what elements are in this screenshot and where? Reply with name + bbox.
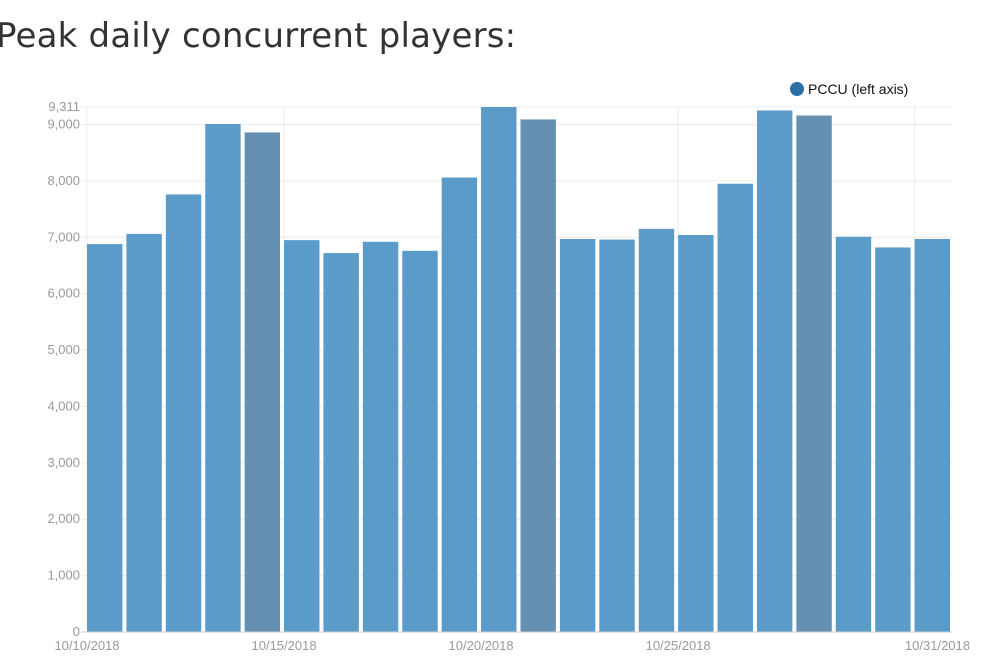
bar[interactable] xyxy=(441,177,478,632)
bar[interactable] xyxy=(835,236,872,632)
bar[interactable] xyxy=(678,235,714,632)
bar[interactable] xyxy=(559,238,596,632)
bar[interactable] xyxy=(875,247,911,632)
bar[interactable] xyxy=(638,228,675,632)
bar[interactable] xyxy=(481,107,517,632)
bar[interactable] xyxy=(362,241,399,632)
x-tick-label: 10/10/2018 xyxy=(54,638,119,653)
y-tick-label: 0 xyxy=(73,624,80,639)
x-tick-label: 10/20/2018 xyxy=(449,638,514,653)
y-tick-label: 8,000 xyxy=(47,173,80,188)
bar[interactable] xyxy=(796,115,832,633)
bar[interactable] xyxy=(165,194,202,633)
x-axis: 10/10/2018 10/15/2018 10/20/2018 10/25/2018… xyxy=(54,631,970,653)
y-tick-label: 6,000 xyxy=(47,286,80,301)
legend[interactable]: PCCU (left axis) xyxy=(790,81,908,97)
y-tick-label: 4,000 xyxy=(47,398,80,413)
x-tick-label: 10/15/2018 xyxy=(252,638,317,653)
y-axis: 0 1,000 2,000 3,000 4,000 5,000 6,000 7,000 8,00… xyxy=(47,99,80,639)
bar[interactable] xyxy=(717,183,753,633)
bar[interactable] xyxy=(126,233,162,632)
legend-label: PCCU (left axis) xyxy=(808,81,909,97)
bar[interactable] xyxy=(402,250,438,632)
bar[interactable] xyxy=(520,119,556,633)
bar[interactable] xyxy=(756,110,793,633)
y-tick-label: 1,000 xyxy=(47,568,80,583)
bar[interactable] xyxy=(914,238,950,632)
bar[interactable] xyxy=(599,239,635,632)
x-tick-label: 10/31/2018 xyxy=(905,638,970,653)
bar[interactable] xyxy=(87,244,123,632)
y-tick-label: 9,000 xyxy=(47,117,80,132)
y-tick-label: 3,000 xyxy=(47,455,80,470)
legend-dot-icon xyxy=(790,82,804,96)
y-tick-label: 7,000 xyxy=(47,229,80,244)
bar[interactable] xyxy=(284,240,320,632)
chart-title: Peak daily concurrent players: xyxy=(0,16,517,56)
y-tick-label: 2,000 xyxy=(47,511,80,526)
y-max-label: 9,311 xyxy=(48,99,80,114)
bars xyxy=(87,107,950,633)
x-tick-label: 10/25/2018 xyxy=(646,638,711,653)
y-tick-label: 5,000 xyxy=(47,342,80,357)
bar[interactable] xyxy=(244,132,281,632)
bar[interactable] xyxy=(323,253,359,633)
bar[interactable] xyxy=(205,123,241,632)
